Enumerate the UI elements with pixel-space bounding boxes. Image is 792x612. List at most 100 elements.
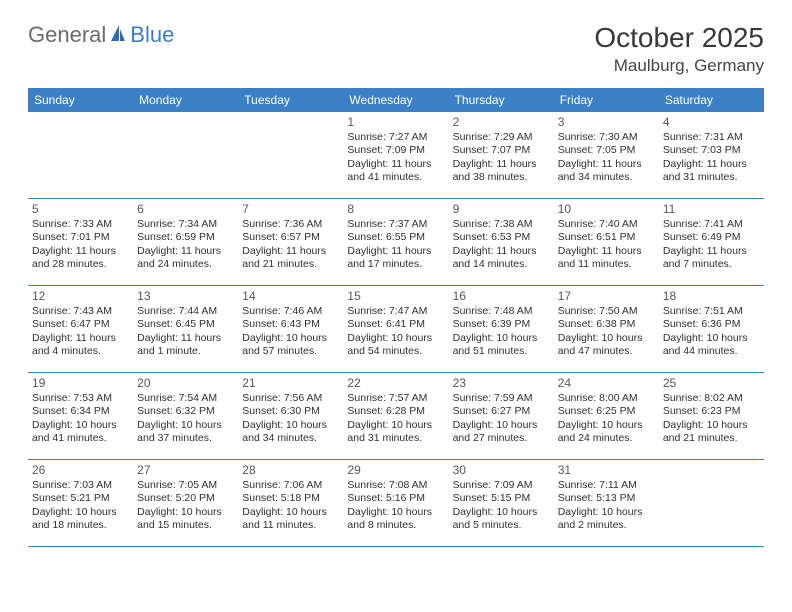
daylight-text: Daylight: 10 hours and 11 minutes. <box>242 506 339 533</box>
sunrise-text: Sunrise: 7:50 AM <box>558 305 655 318</box>
day-cell: 7Sunrise: 7:36 AMSunset: 6:57 PMDaylight… <box>238 199 343 285</box>
daylight-text: Daylight: 10 hours and 41 minutes. <box>32 419 129 446</box>
week-row: 19Sunrise: 7:53 AMSunset: 6:34 PMDayligh… <box>28 372 764 459</box>
daylight-text: Daylight: 11 hours and 11 minutes. <box>558 245 655 272</box>
weekday-header: Sunday <box>28 89 133 111</box>
sunset-text: Sunset: 6:32 PM <box>137 405 234 418</box>
daylight-text: Daylight: 10 hours and 44 minutes. <box>663 332 760 359</box>
day-number: 18 <box>663 289 760 303</box>
daylight-text: Daylight: 11 hours and 1 minute. <box>137 332 234 359</box>
day-number: 3 <box>558 115 655 129</box>
sunrise-text: Sunrise: 7:56 AM <box>242 392 339 405</box>
sunrise-text: Sunrise: 7:31 AM <box>663 131 760 144</box>
day-cell <box>133 112 238 198</box>
sunrise-text: Sunrise: 7:47 AM <box>347 305 444 318</box>
sunset-text: Sunset: 5:20 PM <box>137 492 234 505</box>
day-number: 24 <box>558 376 655 390</box>
sunrise-text: Sunrise: 7:29 AM <box>453 131 550 144</box>
day-number: 21 <box>242 376 339 390</box>
week-row: 5Sunrise: 7:33 AMSunset: 7:01 PMDaylight… <box>28 198 764 285</box>
logo: General Blue <box>28 22 174 48</box>
sunrise-text: Sunrise: 7:08 AM <box>347 479 444 492</box>
sunrise-text: Sunrise: 7:27 AM <box>347 131 444 144</box>
sunset-text: Sunset: 6:25 PM <box>558 405 655 418</box>
day-number: 17 <box>558 289 655 303</box>
daylight-text: Daylight: 11 hours and 34 minutes. <box>558 158 655 185</box>
day-number: 31 <box>558 463 655 477</box>
sunset-text: Sunset: 6:27 PM <box>453 405 550 418</box>
sunset-text: Sunset: 5:15 PM <box>453 492 550 505</box>
day-number: 29 <box>347 463 444 477</box>
month-title: October 2025 <box>594 22 764 54</box>
daylight-text: Daylight: 10 hours and 5 minutes. <box>453 506 550 533</box>
daylight-text: Daylight: 10 hours and 31 minutes. <box>347 419 444 446</box>
sunrise-text: Sunrise: 7:34 AM <box>137 218 234 231</box>
sunrise-text: Sunrise: 7:30 AM <box>558 131 655 144</box>
sunset-text: Sunset: 7:01 PM <box>32 231 129 244</box>
day-cell: 1Sunrise: 7:27 AMSunset: 7:09 PMDaylight… <box>343 112 448 198</box>
sunrise-text: Sunrise: 7:11 AM <box>558 479 655 492</box>
sunrise-text: Sunrise: 7:48 AM <box>453 305 550 318</box>
day-cell: 5Sunrise: 7:33 AMSunset: 7:01 PMDaylight… <box>28 199 133 285</box>
day-cell: 6Sunrise: 7:34 AMSunset: 6:59 PMDaylight… <box>133 199 238 285</box>
sunset-text: Sunset: 5:16 PM <box>347 492 444 505</box>
daylight-text: Daylight: 11 hours and 4 minutes. <box>32 332 129 359</box>
day-cell: 12Sunrise: 7:43 AMSunset: 6:47 PMDayligh… <box>28 286 133 372</box>
day-number: 30 <box>453 463 550 477</box>
day-cell: 29Sunrise: 7:08 AMSunset: 5:16 PMDayligh… <box>343 460 448 546</box>
daylight-text: Daylight: 11 hours and 7 minutes. <box>663 245 760 272</box>
day-cell: 25Sunrise: 8:02 AMSunset: 6:23 PMDayligh… <box>659 373 764 459</box>
day-cell: 16Sunrise: 7:48 AMSunset: 6:39 PMDayligh… <box>449 286 554 372</box>
day-number: 16 <box>453 289 550 303</box>
sunrise-text: Sunrise: 7:53 AM <box>32 392 129 405</box>
sunset-text: Sunset: 6:41 PM <box>347 318 444 331</box>
day-number: 4 <box>663 115 760 129</box>
sunrise-text: Sunrise: 7:43 AM <box>32 305 129 318</box>
weekday-header: Thursday <box>449 89 554 111</box>
sunset-text: Sunset: 7:07 PM <box>453 144 550 157</box>
day-cell: 19Sunrise: 7:53 AMSunset: 6:34 PMDayligh… <box>28 373 133 459</box>
day-cell: 15Sunrise: 7:47 AMSunset: 6:41 PMDayligh… <box>343 286 448 372</box>
sunset-text: Sunset: 5:21 PM <box>32 492 129 505</box>
daylight-text: Daylight: 10 hours and 18 minutes. <box>32 506 129 533</box>
day-cell: 23Sunrise: 7:59 AMSunset: 6:27 PMDayligh… <box>449 373 554 459</box>
sunrise-text: Sunrise: 7:06 AM <box>242 479 339 492</box>
sunrise-text: Sunrise: 7:59 AM <box>453 392 550 405</box>
sunset-text: Sunset: 6:57 PM <box>242 231 339 244</box>
day-cell: 11Sunrise: 7:41 AMSunset: 6:49 PMDayligh… <box>659 199 764 285</box>
sunset-text: Sunset: 6:45 PM <box>137 318 234 331</box>
sunset-text: Sunset: 6:30 PM <box>242 405 339 418</box>
day-cell: 3Sunrise: 7:30 AMSunset: 7:05 PMDaylight… <box>554 112 659 198</box>
page: General Blue October 2025 Maulburg, Germ… <box>0 0 792 569</box>
logo-general: General <box>28 22 106 48</box>
day-number: 9 <box>453 202 550 216</box>
header: General Blue October 2025 Maulburg, Germ… <box>28 22 764 76</box>
day-number: 13 <box>137 289 234 303</box>
day-number: 23 <box>453 376 550 390</box>
sunset-text: Sunset: 6:36 PM <box>663 318 760 331</box>
daylight-text: Daylight: 10 hours and 57 minutes. <box>242 332 339 359</box>
day-cell: 28Sunrise: 7:06 AMSunset: 5:18 PMDayligh… <box>238 460 343 546</box>
sunrise-text: Sunrise: 7:40 AM <box>558 218 655 231</box>
day-number: 7 <box>242 202 339 216</box>
sunrise-text: Sunrise: 7:54 AM <box>137 392 234 405</box>
daylight-text: Daylight: 11 hours and 21 minutes. <box>242 245 339 272</box>
sunset-text: Sunset: 6:43 PM <box>242 318 339 331</box>
daylight-text: Daylight: 11 hours and 31 minutes. <box>663 158 760 185</box>
day-cell <box>28 112 133 198</box>
location: Maulburg, Germany <box>594 56 764 76</box>
sunrise-text: Sunrise: 8:02 AM <box>663 392 760 405</box>
day-number: 8 <box>347 202 444 216</box>
daylight-text: Daylight: 10 hours and 21 minutes. <box>663 419 760 446</box>
day-number: 6 <box>137 202 234 216</box>
sunrise-text: Sunrise: 7:05 AM <box>137 479 234 492</box>
daylight-text: Daylight: 10 hours and 15 minutes. <box>137 506 234 533</box>
week-row: 12Sunrise: 7:43 AMSunset: 6:47 PMDayligh… <box>28 285 764 372</box>
daylight-text: Daylight: 10 hours and 47 minutes. <box>558 332 655 359</box>
weekday-header: Monday <box>133 89 238 111</box>
daylight-text: Daylight: 10 hours and 54 minutes. <box>347 332 444 359</box>
day-cell: 21Sunrise: 7:56 AMSunset: 6:30 PMDayligh… <box>238 373 343 459</box>
sunset-text: Sunset: 6:51 PM <box>558 231 655 244</box>
sunrise-text: Sunrise: 7:41 AM <box>663 218 760 231</box>
day-cell: 18Sunrise: 7:51 AMSunset: 6:36 PMDayligh… <box>659 286 764 372</box>
